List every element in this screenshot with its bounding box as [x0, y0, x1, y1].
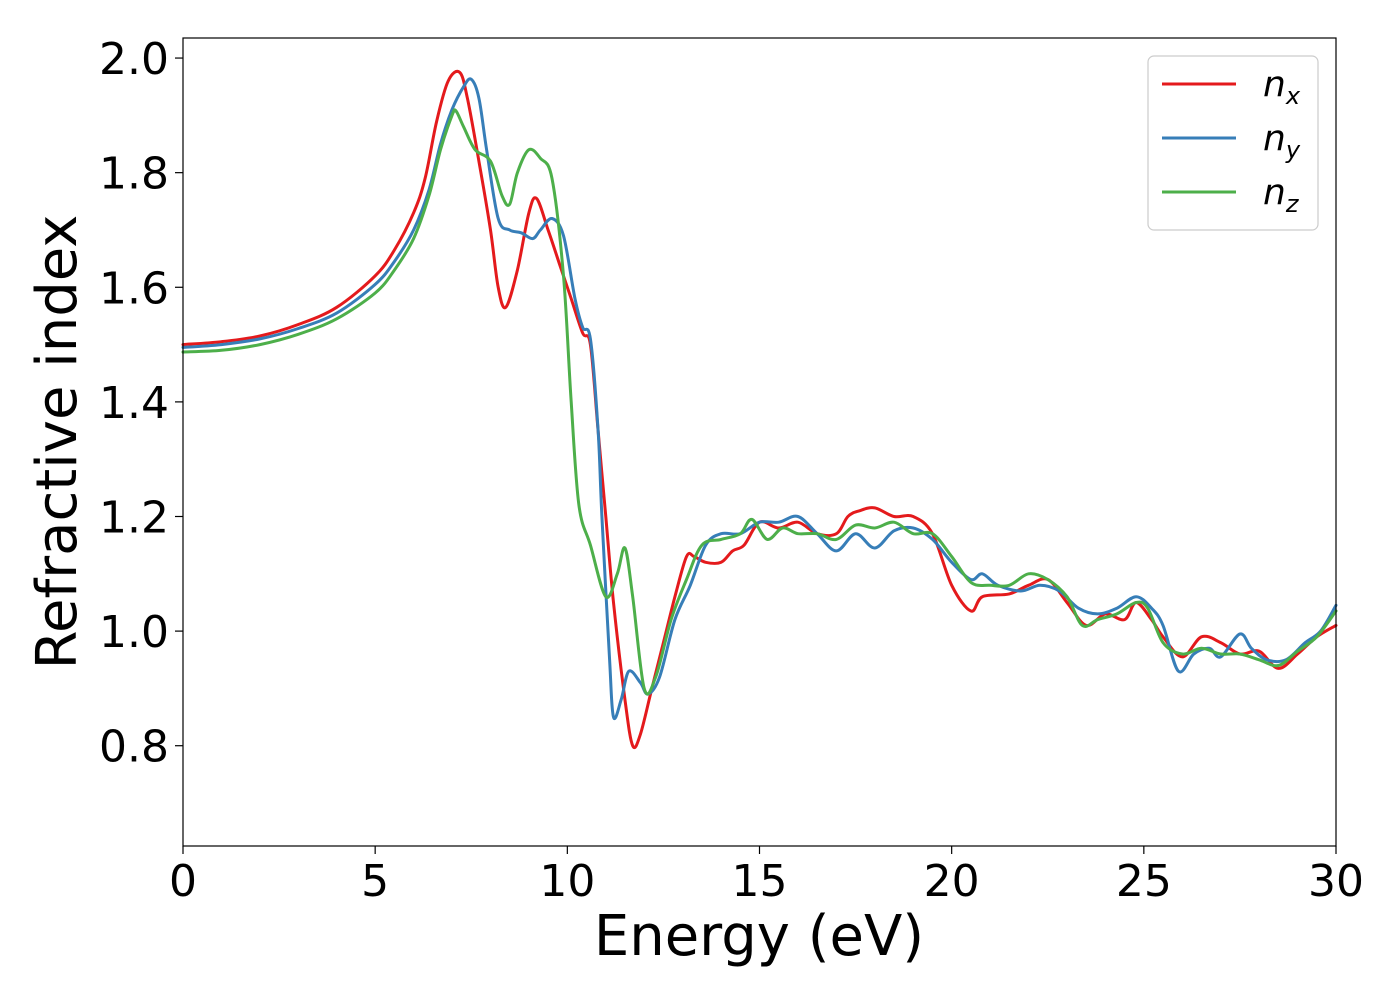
- y-tick-label: 1.8: [99, 149, 169, 200]
- legend-box: [1147, 55, 1319, 231]
- series-layer: [181, 69, 1338, 750]
- x-tick-label: 5: [361, 856, 389, 907]
- legend-label-ny: ny: [1263, 118, 1301, 164]
- x-tick-label: 0: [169, 856, 197, 907]
- y-tick-label: 1.2: [99, 492, 169, 543]
- y-tick-label: 0.8: [99, 722, 169, 773]
- x-tick-label: 25: [1116, 856, 1172, 907]
- x-axis-title: Energy (eV): [594, 904, 924, 969]
- x-tick-label: 30: [1308, 856, 1364, 907]
- legend-label-nx: nx: [1263, 64, 1301, 110]
- x-tick-label: 10: [539, 856, 595, 907]
- y-tick-label: 1.6: [99, 263, 169, 314]
- legend-label-nz: nz: [1263, 172, 1300, 218]
- y-tick-label: 1.0: [99, 607, 169, 658]
- legend: nx ny nz: [1147, 55, 1319, 231]
- y-tick-label: 1.4: [99, 378, 169, 429]
- y-axis-title: Refractive index: [25, 215, 90, 670]
- series-line-ny: [181, 77, 1338, 721]
- x-tick-label: 20: [924, 856, 980, 907]
- y-axis: 0.8 1.0 1.2 1.4 1.6 1.8 2.0: [99, 34, 183, 773]
- series-line-nz: [181, 108, 1338, 696]
- x-tick-label: 15: [732, 856, 788, 907]
- x-axis: 0 5 10 15 20 25 30: [169, 846, 1364, 907]
- y-tick-label: 2.0: [99, 34, 169, 85]
